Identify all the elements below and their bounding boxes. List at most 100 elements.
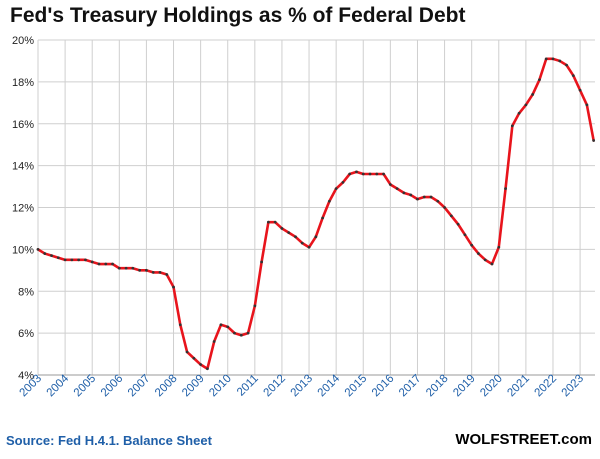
data-point (43, 252, 47, 255)
data-point (429, 195, 433, 199)
data-point (416, 197, 419, 201)
x-tick-label: 2013 (289, 373, 316, 400)
data-point (510, 124, 514, 128)
series-layer (36, 57, 595, 371)
x-tick-label: 2019 (451, 373, 478, 400)
data-point (551, 57, 555, 61)
x-tick-label: 2016 (370, 373, 397, 400)
data-point (327, 199, 331, 203)
x-tick-label: 2012 (261, 373, 288, 400)
data-point (36, 247, 40, 251)
y-tick-label: 16% (12, 119, 34, 131)
x-tick-label: 2007 (126, 373, 153, 400)
x-tick-label: 2017 (397, 373, 424, 400)
marker-layer (36, 57, 596, 371)
x-tick-label: 2008 (153, 373, 180, 400)
line-chart: 4% 6% 8% 10% 12% 14% 16% 18% 20% 2003 2004 2005 200… (12, 35, 596, 399)
x-tick-label: 2018 (424, 373, 451, 400)
data-point (239, 333, 243, 337)
data-point (138, 268, 142, 272)
y-tick-label: 14% (12, 161, 34, 173)
x-tick-label: 2004 (45, 372, 72, 399)
data-point (212, 340, 216, 343)
x-tick-label: 2020 (478, 373, 505, 400)
data-point (571, 74, 575, 77)
data-point (355, 170, 358, 174)
data-point (402, 191, 406, 195)
data-point (63, 258, 67, 262)
data-point (578, 88, 582, 92)
x-tick-labels: 2003 2004 2005 2006 2007 2008 2009 2010 2011 2012… (18, 372, 587, 399)
data-point (334, 187, 338, 191)
data-point (483, 258, 487, 262)
data-point (490, 262, 494, 266)
data-point (50, 254, 53, 258)
data-point (463, 233, 467, 237)
source-note: Source: Fed H.4.1. Balance Sheet (6, 433, 212, 448)
data-point (449, 214, 453, 218)
data-point (172, 285, 175, 289)
data-point (233, 331, 236, 335)
brand-watermark: WOLFSTREET.com (455, 431, 592, 448)
data-point (538, 78, 541, 82)
data-point (565, 63, 568, 67)
data-point (151, 271, 155, 274)
chart-title: Fed's Treasury Holdings as % of Federal … (10, 4, 466, 27)
data-point (470, 243, 474, 247)
x-tick-label: 2022 (533, 373, 560, 400)
data-point (558, 59, 562, 63)
data-point (84, 258, 87, 262)
data-point (266, 220, 270, 224)
data-point (409, 193, 413, 197)
data-point (348, 172, 352, 176)
data-point (388, 183, 392, 186)
data-point (253, 304, 257, 308)
data-point (443, 206, 446, 209)
data-point (111, 262, 114, 266)
data-point (131, 266, 135, 270)
data-point (226, 325, 230, 329)
data-point (294, 235, 297, 239)
data-point (504, 187, 507, 191)
data-point (395, 187, 399, 191)
series-line (36, 57, 595, 371)
data-point (585, 103, 589, 107)
y-tick-label: 8% (18, 286, 34, 298)
data-point (524, 103, 528, 107)
data-point (307, 245, 311, 249)
data-point (382, 172, 385, 176)
data-point (104, 262, 108, 266)
x-tick-label: 2010 (207, 373, 234, 400)
data-point (90, 260, 94, 264)
x-tick-label: 2023 (560, 373, 587, 400)
data-point (287, 231, 291, 235)
y-tick-label: 20% (12, 35, 34, 47)
x-tick-label: 2006 (99, 373, 126, 400)
data-point (192, 356, 196, 360)
data-point (456, 222, 460, 226)
y-tick-label: 6% (18, 328, 34, 340)
data-point (497, 245, 501, 249)
x-tick-label: 2011 (235, 373, 261, 399)
x-tick-label: 2015 (343, 373, 370, 400)
data-point (273, 220, 277, 224)
data-point (124, 266, 128, 270)
data-point (477, 252, 480, 255)
data-point (117, 266, 121, 270)
data-point (260, 260, 264, 264)
data-point (368, 172, 372, 176)
y-tick-label: 4% (18, 370, 34, 382)
gridlines (37, 39, 595, 376)
data-point (314, 235, 318, 239)
data-point (300, 241, 304, 245)
data-point (422, 195, 426, 199)
y-tick-label: 10% (12, 244, 34, 256)
data-point (436, 199, 440, 203)
data-point (321, 216, 324, 220)
data-point (56, 256, 60, 260)
y-tick-label: 18% (12, 77, 34, 89)
data-point (280, 227, 284, 230)
x-tick-label: 2009 (180, 373, 207, 400)
data-point (199, 363, 203, 366)
data-point (77, 258, 81, 262)
